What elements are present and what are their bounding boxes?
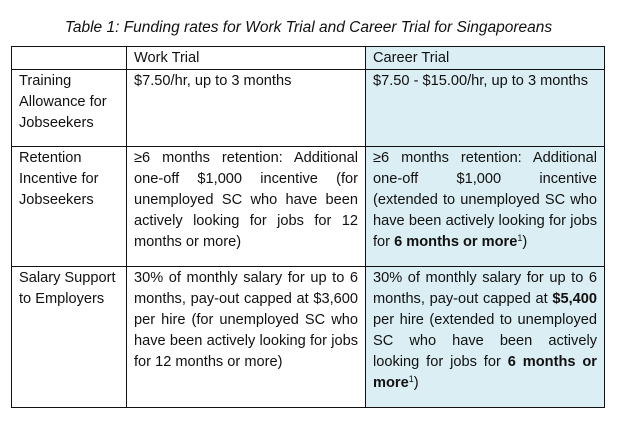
work-trial-cell: ≥6 months retention: Additional one-off … <box>126 146 366 267</box>
funding-rates-table: Work Trial Career Trial Training Allowan… <box>11 46 605 408</box>
work-trial-cell: $7.50/hr, up to 3 months <box>126 69 366 147</box>
career-trial-cell: $7.50 - $15.00/hr, up to 3 months <box>365 69 605 147</box>
footnote-ref: 1 <box>408 374 414 384</box>
row-label: Training Allowance for Jobseekers <box>11 69 127 147</box>
career-trial-cell: 30% of monthly salary for up to 6 months… <box>365 266 605 408</box>
cell-text: ) <box>413 375 419 391</box>
cell-text: ≥6 months retention: Additional one-off … <box>373 150 597 250</box>
table-caption: Table 1: Funding rates for Work Trial an… <box>64 19 553 36</box>
career-trial-cell: ≥6 months retention: Additional one-off … <box>365 146 605 267</box>
work-trial-cell: 30% of monthly salary for up to 6 months… <box>126 266 366 408</box>
row-label: Salary Support to Employers <box>11 266 127 408</box>
row-label: Retention Incentive for Jobseekers <box>11 146 127 267</box>
cell-text: 30% of monthly salary for up to 6 months… <box>373 270 597 307</box>
footnote-ref: 1 <box>517 233 523 243</box>
table-row: Salary Support to Employers 30% of month… <box>11 266 605 408</box>
bold-text: $5,400 <box>552 291 597 307</box>
table-row: Retention Incentive for Jobseekers ≥6 mo… <box>11 146 605 267</box>
header-career-trial: Career Trial <box>365 46 605 70</box>
cell-text: ) <box>522 234 528 250</box>
header-work-trial: Work Trial <box>126 46 366 70</box>
header-corner-cell <box>11 46 127 70</box>
bold-text: 6 months or more <box>394 234 518 250</box>
cell-text: per hire (extended to unemployed SC who … <box>373 312 597 370</box>
bold-text: 6 months or more <box>373 354 597 391</box>
table-row: Training Allowance for Jobseekers $7.50/… <box>11 69 605 147</box>
table-header-row: Work Trial Career Trial <box>11 46 605 70</box>
